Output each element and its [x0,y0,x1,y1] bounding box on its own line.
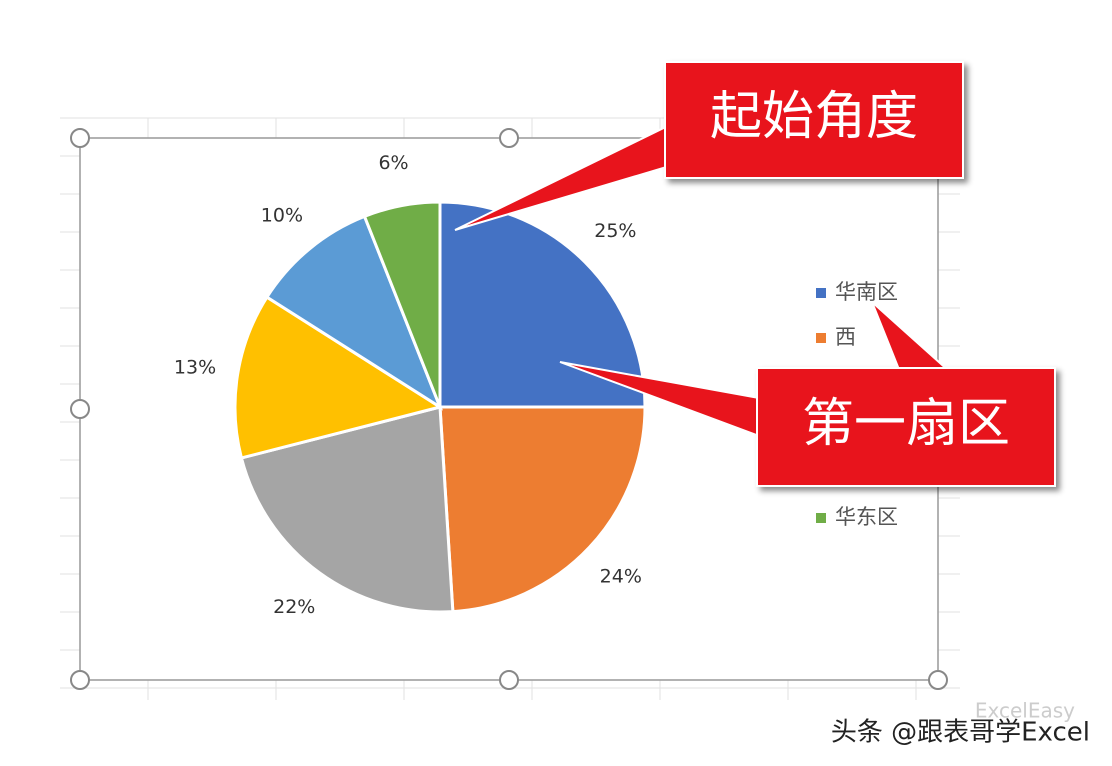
legend-label: 华东区 [835,505,898,529]
data-label: 25% [594,220,636,242]
legend-swatch [816,288,826,298]
legend-swatch [816,333,826,343]
callout-1: 起始角度 [454,61,964,231]
selection-handles [70,128,948,690]
data-label: 24% [600,565,642,587]
data-label: 13% [174,357,216,379]
callout-text: 起始角度 [710,87,918,147]
pie-slice [438,405,647,614]
pie-slice [438,200,647,409]
pie-slice [233,295,444,460]
pie-slice [239,405,455,614]
data-label: 22% [273,596,315,618]
pie-plot: 25% 24% 22% 13% 10% 6% [174,152,647,618]
callout-text: 第一扇区 [802,394,1010,454]
legend-swatch [816,513,826,523]
data-label: 10% [261,204,303,226]
legend-label: 西 [835,325,856,349]
watermark-source: 头条 @跟表哥学Excel [831,718,1090,748]
pie-slice [362,200,442,408]
callout-2: 第一扇区 [559,301,1056,487]
watermark-logo: ExcelEasy [975,699,1075,723]
legend-label: 华南区 [835,280,898,304]
pie-slice [264,214,444,411]
data-label: 6% [378,152,408,174]
